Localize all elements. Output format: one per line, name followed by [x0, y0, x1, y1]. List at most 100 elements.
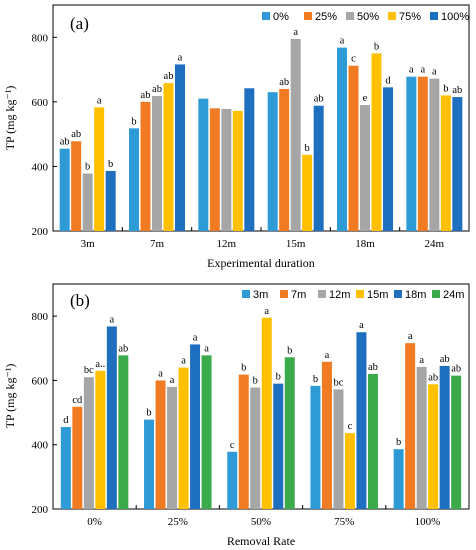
legend-swatch	[346, 12, 354, 20]
bar	[250, 387, 261, 509]
bar	[178, 367, 189, 509]
significance-label: ab	[428, 372, 438, 383]
legend-swatch	[242, 290, 250, 298]
y-tick-label: 600	[32, 375, 49, 387]
significance-label: b	[287, 345, 292, 356]
bar	[152, 96, 162, 231]
legend-swatch	[280, 290, 288, 298]
legend-label: 100%	[441, 11, 469, 23]
bar	[428, 384, 439, 509]
bar	[167, 386, 178, 509]
bar	[144, 419, 155, 509]
significance-label: a	[178, 52, 183, 63]
legend-swatch	[356, 290, 364, 298]
x-tick-label: 3m	[81, 238, 96, 250]
significance-label: ab	[440, 354, 450, 365]
significance-label: c	[230, 440, 235, 451]
x-tick-label: 18m	[355, 238, 375, 250]
bar	[452, 97, 463, 231]
bar	[71, 141, 82, 231]
bar	[302, 154, 313, 231]
x-tick-label: 0%	[87, 516, 102, 528]
bar	[59, 148, 70, 231]
y-axis-title: TP (mg kg⁻¹)	[3, 364, 17, 429]
panel-b: (b) Removal Rate TP (mg kg⁻¹) dcdbca..aa…	[3, 283, 470, 548]
significance-label: ab	[141, 90, 151, 101]
bar	[95, 370, 106, 509]
bar	[429, 78, 440, 232]
significance-label: a	[193, 332, 198, 343]
significance-label: d	[63, 415, 69, 426]
legend-label: 3m	[253, 289, 268, 301]
significance-label: a	[110, 314, 115, 325]
y-tick-label: 400	[32, 161, 49, 173]
x-tick-label: 50%	[251, 516, 271, 528]
bar	[140, 101, 151, 231]
significance-label: a	[419, 355, 424, 366]
bar	[284, 357, 295, 509]
significance-label: a	[409, 65, 414, 76]
bar	[406, 76, 417, 231]
bar	[163, 83, 174, 231]
legend-swatch	[430, 12, 438, 20]
bar	[383, 87, 393, 231]
panel-label: (b)	[70, 291, 90, 310]
x-tick-label: 7m	[150, 238, 165, 250]
bar	[129, 128, 139, 231]
bar	[82, 173, 93, 231]
x-tick-label: 25%	[168, 516, 188, 528]
bar	[238, 374, 249, 509]
legend-swatch	[318, 290, 326, 298]
significance-label: b	[85, 162, 90, 173]
bar	[267, 92, 278, 232]
x-tick-label: 12m	[217, 238, 237, 250]
significance-label: ab	[152, 84, 162, 95]
significance-label: b	[313, 374, 318, 385]
significance-label: c	[351, 54, 356, 65]
x-tick-label: 15m	[286, 238, 306, 250]
significance-label: b	[374, 41, 379, 52]
y-axis-title: TP (mg kg⁻¹)	[3, 86, 17, 151]
x-tick-label: 75%	[334, 516, 354, 528]
panel-a: (a) Experimental duration TP (mg kg⁻¹) a…	[3, 4, 470, 270]
significance-label: ab	[60, 137, 70, 148]
bar	[405, 343, 416, 509]
bar	[321, 361, 332, 509]
bar	[451, 375, 462, 509]
bar	[371, 53, 382, 231]
legend: 0% 25% 50% 75% 100%	[262, 11, 469, 23]
bar	[261, 317, 272, 509]
bar	[273, 383, 284, 509]
bar	[155, 380, 166, 509]
significance-label: b	[131, 116, 136, 127]
significance-label: bc	[84, 365, 94, 376]
significance-label: d	[385, 75, 391, 86]
significance-label: cd	[72, 395, 83, 406]
bar	[118, 355, 129, 509]
bar	[290, 38, 301, 232]
significance-label: b	[305, 143, 310, 154]
bar	[348, 65, 359, 231]
significance-label: a	[432, 67, 437, 78]
legend-label: 75%	[399, 11, 421, 23]
bar	[221, 108, 232, 231]
significance-label: b	[253, 376, 258, 387]
legend-label: 50%	[357, 11, 379, 23]
significance-label: a	[359, 320, 364, 331]
bar	[244, 88, 255, 231]
bar	[337, 47, 347, 231]
significance-label: bc	[333, 377, 343, 388]
x-tick-label: 100%	[415, 516, 441, 528]
bar	[417, 76, 428, 231]
significance-label: ab	[71, 129, 81, 140]
significance-label: a	[264, 306, 269, 317]
legend-label: 7m	[291, 289, 306, 301]
legend-label: 0%	[273, 11, 289, 23]
x-axis-title: Removal Rate	[227, 534, 295, 548]
significance-label: ab	[118, 343, 128, 354]
significance-label: ab	[164, 71, 174, 82]
legend-swatch	[262, 12, 270, 20]
legend: 3m 7m 12m 15m 18m 24m	[242, 289, 464, 301]
legend-label: 25%	[315, 11, 337, 23]
significance-label: a	[325, 350, 330, 361]
